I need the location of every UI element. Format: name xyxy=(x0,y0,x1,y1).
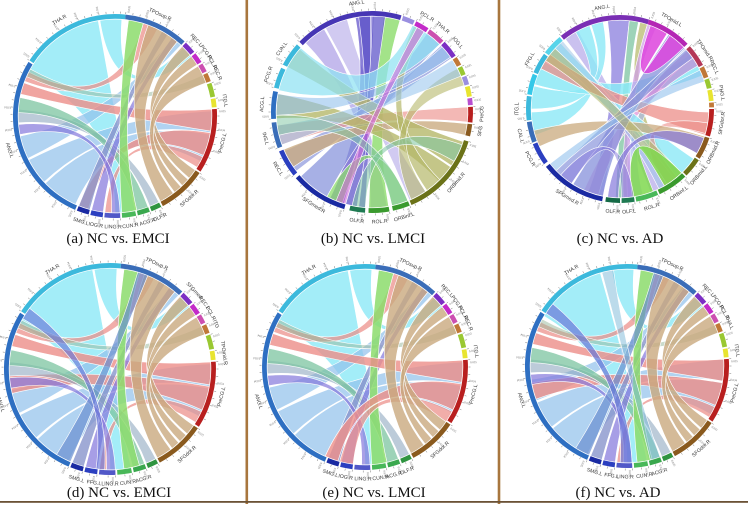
svg-text:(a) NC vs. EMCI: (a) NC vs. EMCI xyxy=(66,231,169,247)
svg-text:(d) NC vs. EMCI: (d) NC vs. EMCI xyxy=(67,485,171,501)
svg-text:0.035: 0.035 xyxy=(219,109,226,113)
svg-text:(b) NC vs. LMCI: (b) NC vs. LMCI xyxy=(321,231,425,247)
svg-text:(f) NC vs. AD: (f) NC vs. AD xyxy=(576,485,661,501)
svg-text:0.035: 0.035 xyxy=(262,115,269,119)
svg-text:ROL.R: ROL.R xyxy=(372,219,388,226)
svg-text:0.035: 0.035 xyxy=(470,360,477,364)
svg-text:LING.R: LING.R xyxy=(104,224,122,230)
svg-text:0.034: 0.034 xyxy=(0,381,3,386)
svg-text:ITG.L: ITG.L xyxy=(514,102,520,115)
svg-text:0.034: 0.034 xyxy=(0,358,2,363)
svg-text:0.035: 0.035 xyxy=(716,102,723,106)
svg-text:(e) NC vs. LMCI: (e) NC vs. LMCI xyxy=(322,485,425,501)
svg-text:0.034: 0.034 xyxy=(373,2,377,9)
svg-text:0.034: 0.034 xyxy=(612,6,616,13)
svg-text:LING.R: LING.R xyxy=(354,476,372,482)
svg-text:(c) NC vs. AD: (c) NC vs. AD xyxy=(577,231,664,247)
svg-text:0.035: 0.035 xyxy=(517,116,525,121)
svg-text:0.035: 0.035 xyxy=(474,98,482,103)
svg-text:ACG.L: ACG.L xyxy=(259,96,266,112)
svg-text:OLF.L: OLF.L xyxy=(622,208,636,215)
svg-text:OLF.R: OLF.R xyxy=(605,209,620,216)
svg-text:0.035: 0.035 xyxy=(731,359,738,363)
svg-text:0.034: 0.034 xyxy=(253,356,261,361)
svg-text:PreCG: PreCG xyxy=(479,106,485,122)
svg-text:0.034: 0.034 xyxy=(516,355,524,360)
svg-text:0.034: 0.034 xyxy=(4,105,12,110)
